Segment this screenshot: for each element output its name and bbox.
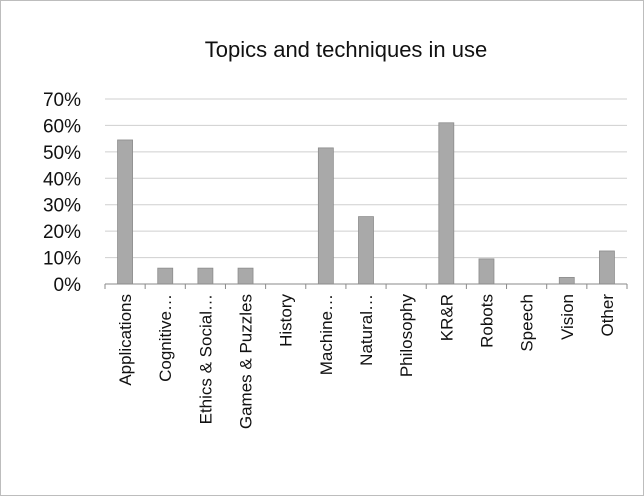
- y-tick-label: 50%: [43, 143, 81, 164]
- chart-title: Topics and techniques in use: [205, 37, 488, 62]
- x-category-label: Games & Puzzles: [237, 294, 256, 429]
- bar-11: [558, 276, 575, 285]
- bars: [117, 122, 615, 285]
- y-tick-label: 60%: [43, 116, 81, 137]
- x-category-label: Ethics & Social…: [196, 294, 215, 424]
- x-category-label: Philosophy: [397, 294, 416, 378]
- y-tick-label: 10%: [43, 249, 81, 270]
- x-category-label: Cognitive…: [156, 294, 175, 382]
- bar-9: [478, 258, 495, 285]
- y-tick-label: 30%: [43, 196, 81, 217]
- x-category-label: Vision: [558, 294, 577, 340]
- bar-3: [237, 267, 254, 285]
- x-category-label: History: [277, 294, 296, 347]
- y-tick-label: 0%: [54, 275, 82, 296]
- x-category-label: Speech: [518, 294, 537, 352]
- x-category-label: Robots: [477, 294, 496, 348]
- x-category-label: Applications: [116, 294, 135, 386]
- bar-2: [197, 267, 214, 285]
- bar-0: [117, 139, 133, 285]
- x-category-label: Natural…: [357, 294, 376, 366]
- bar-6: [358, 216, 374, 285]
- y-tick-label: 70%: [43, 90, 81, 111]
- x-category-label: Machine…: [317, 294, 336, 375]
- y-tick-label: 40%: [43, 169, 81, 190]
- x-category-label: Other: [598, 294, 617, 337]
- bar-1: [157, 267, 174, 285]
- x-axis-labels: Applications Cognitive… Ethics & Social… Ga…: [116, 294, 617, 430]
- bar-12: [599, 250, 615, 285]
- x-axis: [104, 283, 628, 289]
- gridlines: [105, 98, 627, 259]
- bar-8: [438, 122, 455, 285]
- bar-5: [317, 147, 334, 285]
- x-category-label: KR&R: [437, 294, 456, 341]
- y-axis-ticks: 0% 10% 20% 30% 40% 50% 60% 70%: [43, 90, 81, 296]
- y-tick-label: 20%: [43, 222, 81, 243]
